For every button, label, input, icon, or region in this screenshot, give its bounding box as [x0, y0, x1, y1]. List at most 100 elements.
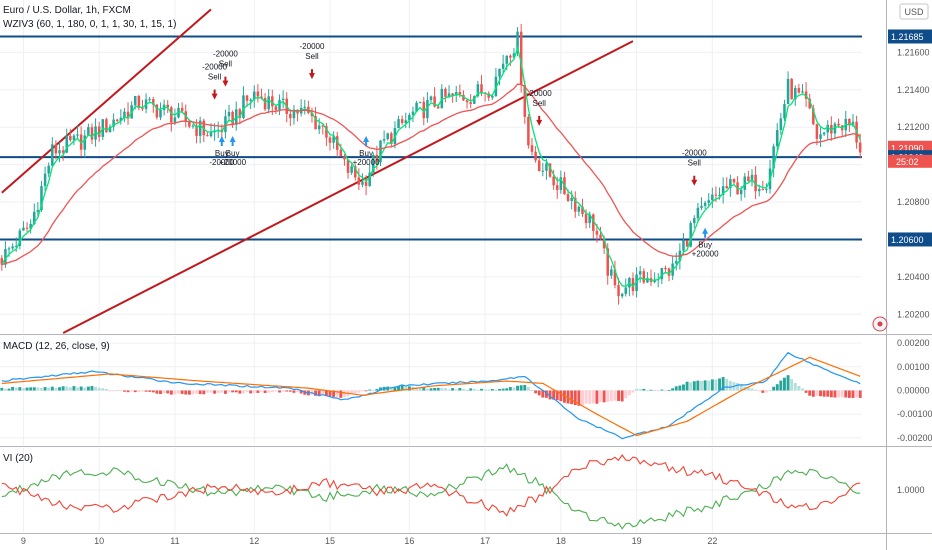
candle-body	[155, 104, 159, 118]
macd-histogram-bar	[274, 390, 278, 392]
x-tick-label: 9	[21, 536, 26, 546]
macd-histogram-bar	[90, 386, 94, 391]
macd-histogram-bar	[682, 384, 685, 391]
macd-histogram-bar	[710, 379, 714, 391]
candle-body	[4, 249, 7, 265]
macd-histogram-bar	[772, 386, 776, 391]
candle-body	[693, 218, 696, 224]
candle-body	[700, 205, 703, 208]
candle-body	[465, 100, 469, 103]
macd-histogram-bar	[332, 390, 336, 397]
macd-histogram-bar	[566, 390, 570, 404]
macd-tick-label: 0.00200	[897, 338, 930, 348]
macd-histogram-bar	[209, 390, 213, 393]
countdown-label: 25:02	[896, 157, 919, 167]
macd-histogram-bar	[47, 387, 51, 391]
countdown-badge	[888, 154, 932, 168]
candle-body	[689, 223, 692, 247]
macd-histogram-bar	[483, 389, 487, 391]
macd-histogram-bar	[671, 388, 675, 391]
candle-body	[498, 68, 501, 77]
macd-histogram-bar	[627, 390, 631, 396]
candle-body	[436, 106, 440, 109]
settings-icon[interactable]	[872, 316, 888, 332]
macd-histogram-bar	[177, 390, 180, 394]
macd-histogram-bar	[54, 387, 58, 391]
macd-histogram-bar	[498, 389, 501, 391]
macd-histogram-bar	[141, 390, 144, 392]
candle-body	[126, 111, 130, 119]
vi-minus-line	[1, 454, 861, 517]
macd-histogram-bar	[79, 386, 83, 391]
macd-histogram-bar	[638, 389, 642, 391]
candle-body	[559, 177, 563, 190]
macd-histogram-bar	[11, 387, 15, 391]
buy-signal-label: +20000	[692, 250, 719, 259]
macd-histogram-bar	[43, 387, 47, 391]
sell-arrow-icon	[536, 115, 543, 126]
macd-histogram-bar	[440, 387, 444, 391]
horizontal-levels[interactable]	[0, 35, 862, 241]
y-tick-label: 1.20400	[897, 272, 930, 282]
macd-line	[1, 351, 861, 440]
macd-histogram-bar	[548, 390, 552, 400]
macd-histogram-bar	[133, 390, 137, 393]
vi-label: VI (20)	[3, 453, 33, 464]
candle-body	[509, 55, 512, 58]
candle-body	[65, 135, 68, 153]
macd-histogram-bar	[317, 390, 321, 397]
candle-body	[527, 116, 530, 146]
candle-body	[148, 99, 151, 101]
macd-histogram-bar	[191, 390, 195, 395]
macd-histogram-bar	[155, 390, 159, 394]
candle-body	[133, 95, 137, 106]
currency-button[interactable]: USD	[899, 3, 929, 20]
trendlines[interactable]	[1, 8, 634, 334]
candle-body	[815, 124, 819, 139]
macd-histogram-bar	[678, 385, 682, 391]
candle-body	[786, 78, 790, 105]
price-badge-label: 1.20600	[891, 235, 924, 245]
macd-histogram-bar	[786, 375, 790, 391]
candle-body	[166, 104, 169, 108]
candle-body	[386, 133, 389, 140]
candle-body	[577, 206, 581, 212]
candle-body	[43, 173, 47, 187]
macd-histogram-bar	[159, 390, 162, 395]
macd-histogram-bar	[494, 389, 498, 391]
candle-body	[599, 234, 602, 239]
macd-histogram-bar	[642, 388, 646, 391]
candle-body	[613, 269, 617, 286]
macd-histogram-bar	[552, 390, 556, 400]
candle-body	[292, 109, 296, 119]
macd-histogram-bar	[202, 390, 206, 395]
buy-signal-label: Buy	[698, 241, 712, 250]
macd-histogram-bar	[234, 390, 238, 393]
macd-histogram-bar	[393, 386, 397, 391]
macd-histogram-bar	[508, 387, 512, 391]
macd-histogram-bar	[112, 390, 116, 392]
macd-histogram-bar	[570, 390, 574, 405]
macd-histogram-bar	[595, 390, 599, 404]
candle-body	[664, 268, 667, 270]
macd-histogram-bar	[195, 390, 199, 394]
candle-body	[274, 106, 278, 111]
candle-body	[761, 189, 765, 191]
candle-body	[227, 111, 231, 117]
candle-body	[462, 94, 465, 101]
macd-histogram-bar	[242, 390, 245, 394]
buy-signal-label: +20000	[219, 158, 246, 167]
sell-signal-label: -20000	[682, 149, 707, 158]
candle-body	[617, 285, 620, 297]
macd-histogram-bar	[108, 390, 112, 392]
candle-body	[516, 31, 519, 54]
macd-histogram-bar	[231, 390, 235, 393]
macd-histogram-bar	[422, 387, 426, 391]
macd-histogram-bar	[790, 379, 794, 391]
chart-title: Euro / U.S. Dollar, 1h, FXCM	[3, 5, 131, 16]
macd-histogram-bar	[534, 390, 538, 394]
macd-histogram-bar	[335, 390, 339, 397]
macd-histogram-bar	[559, 390, 563, 402]
